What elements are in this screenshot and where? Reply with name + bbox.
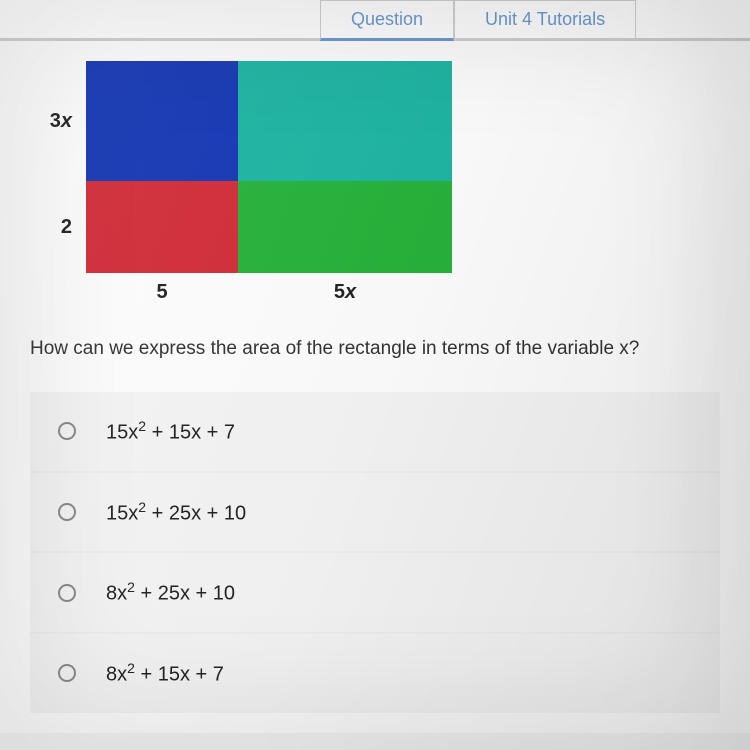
cell-bottom-right [238, 181, 452, 273]
x-label-5: 5 [86, 281, 238, 304]
tab-tutorials[interactable]: Unit 4 Tutorials [454, 0, 636, 38]
option-b[interactable]: 15x2 + 25x + 10 [30, 471, 720, 552]
option-a[interactable]: 15x2 + 15x + 7 [30, 392, 720, 471]
radio-icon [58, 584, 76, 602]
option-c[interactable]: 8x2 + 25x + 10 [30, 551, 720, 632]
option-c-text: 8x2 + 25x + 10 [106, 579, 235, 606]
option-d[interactable]: 8x2 + 15x + 7 [30, 632, 720, 713]
y-label-3x: 3x [30, 61, 72, 181]
tab-question[interactable]: Question [320, 0, 454, 41]
question-text: How can we express the area of the recta… [30, 338, 720, 360]
area-diagram: 3x 2 [30, 61, 720, 273]
radio-icon [58, 503, 76, 521]
rectangle-grid [86, 61, 452, 273]
answer-options: 15x2 + 15x + 7 15x2 + 25x + 10 8x2 + 25x… [30, 392, 720, 713]
radio-icon [58, 664, 76, 682]
option-a-text: 15x2 + 15x + 7 [106, 418, 235, 445]
question-content: 3x 2 5 5x How can we express the area of… [0, 41, 750, 733]
x-label-5x: 5x [238, 281, 452, 304]
y-label-2: 2 [30, 181, 72, 273]
cell-bottom-left [86, 181, 238, 273]
x-axis-labels: 5 5x [86, 281, 720, 304]
cell-top-left [86, 61, 238, 181]
option-d-text: 8x2 + 15x + 7 [106, 660, 224, 687]
radio-icon [58, 422, 76, 440]
cell-top-right [238, 61, 452, 181]
tab-bar: Question Unit 4 Tutorials [0, 0, 750, 41]
option-b-text: 15x2 + 25x + 10 [106, 499, 246, 526]
y-axis-labels: 3x 2 [30, 61, 86, 273]
